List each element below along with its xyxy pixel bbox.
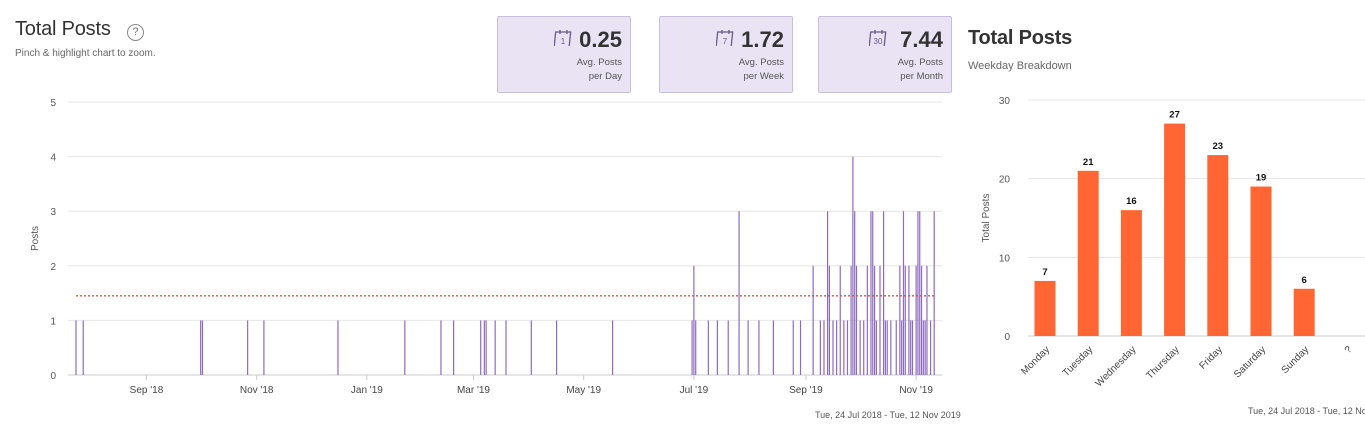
svg-text:7: 7	[723, 37, 728, 46]
x-tick-label: Wednesday	[1094, 344, 1139, 389]
x-tick-label: Jul '19	[680, 385, 709, 396]
x-tick-label: Monday	[1019, 344, 1052, 377]
weekday-bar[interactable]	[1250, 186, 1272, 336]
y-tick-label: 0	[1004, 332, 1010, 343]
y-tick-label: 0	[50, 371, 56, 382]
weekday-bar[interactable]	[1120, 210, 1142, 336]
stat-value: 1.72	[741, 27, 784, 52]
left-chart-title: Total Posts	[15, 18, 111, 40]
y-tick-label: 2	[50, 262, 56, 273]
stat-label: Avg. Posts per Day	[576, 57, 622, 82]
x-tick-label: Jan '19	[351, 385, 383, 396]
y-tick-label: 3	[50, 207, 56, 218]
data-label: 23	[1213, 141, 1224, 152]
question-circle-icon[interactable]: ?	[127, 24, 144, 41]
weekday-bar[interactable]	[1164, 123, 1186, 336]
y-tick-label: 4	[50, 153, 56, 164]
stat-card-2: 7 1.72 Avg. Posts per Week	[659, 16, 793, 93]
y-tick-label: 5	[50, 98, 56, 109]
svg-text:1: 1	[561, 37, 566, 46]
data-label: 21	[1083, 157, 1094, 168]
posts-timeline-chart[interactable]: 0 1 2 3 4 5 Posts Sep '18 Nov '18 Jan '19 Mar '19 M…	[0, 90, 960, 400]
x-tick-label: Thursday	[1144, 344, 1181, 381]
weekday-bar[interactable]	[1077, 170, 1099, 336]
weekday-bar[interactable]	[1207, 155, 1229, 336]
x-tick-label: Sep '19	[789, 385, 823, 396]
y-axis-label: Posts	[30, 226, 41, 251]
right-date-range: Tue, 24 Jul 2018 - Tue, 12 Nov 20	[1248, 406, 1365, 416]
data-label: 27	[1169, 110, 1180, 121]
y-axis-label: Total Posts	[981, 194, 992, 243]
weekday-bar[interactable]	[1293, 288, 1315, 336]
data-label: 19	[1256, 173, 1267, 184]
stat-card-1: 1 0.25 Avg. Posts per Day	[497, 16, 631, 93]
zoom-hint: Pinch & highlight chart to zoom.	[15, 48, 156, 59]
stat-value: 0.25	[579, 27, 622, 52]
weekday-breakdown-chart[interactable]: 0 10 20 30 Total Posts 7 Monday 21 Tuesday 16 Wedn…	[965, 85, 1365, 415]
x-tick-label: Friday	[1197, 344, 1224, 371]
stat-label: Avg. Posts per Week	[738, 57, 784, 82]
y-tick-label: 20	[999, 175, 1011, 186]
calendar-7-icon: 7	[716, 30, 734, 46]
x-tick-label: Saturday	[1232, 344, 1268, 380]
y-tick-label: 30	[999, 96, 1011, 107]
data-label: 6	[1302, 275, 1307, 286]
x-tick-label: Mar '19	[457, 385, 490, 396]
x-tick-label: Nov '19	[899, 385, 933, 396]
stat-card-3: 30 7.44 Avg. Posts per Month	[818, 16, 952, 93]
calendar-30-icon: 30	[869, 30, 887, 46]
svg-text:30: 30	[874, 37, 883, 46]
calendar-1-icon: 1	[554, 30, 572, 46]
stat-label: Avg. Posts per Month	[897, 57, 943, 82]
right-chart-title: Total Posts	[968, 27, 1073, 49]
data-label: 7	[1042, 267, 1047, 278]
x-tick-label: May '19	[566, 385, 601, 396]
data-label: 16	[1126, 196, 1137, 207]
right-chart-subtitle: Weekday Breakdown	[968, 60, 1072, 72]
weekday-bar[interactable]	[1034, 280, 1056, 336]
left-date-range: Tue, 24 Jul 2018 - Tue, 12 Nov 2019	[815, 410, 961, 420]
y-tick-label: 1	[50, 316, 56, 327]
x-tick-label: Tuesday	[1061, 344, 1096, 379]
x-tick-label: Sunday	[1280, 344, 1312, 376]
x-tick-label: ?	[1343, 344, 1355, 356]
stat-value: 7.44	[900, 27, 943, 52]
y-tick-label: 10	[999, 253, 1011, 264]
x-tick-label: Nov '18	[240, 385, 274, 396]
x-tick-label: Sep '18	[130, 385, 164, 396]
